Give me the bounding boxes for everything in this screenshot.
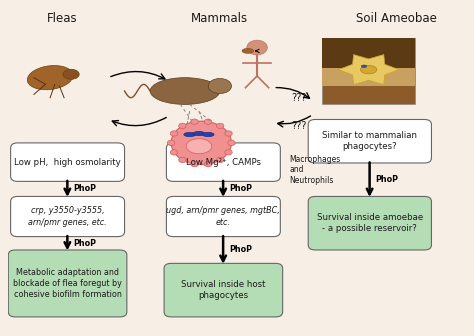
- Text: ???: ???: [291, 121, 307, 131]
- Circle shape: [204, 161, 212, 167]
- Circle shape: [217, 123, 224, 129]
- Ellipse shape: [27, 66, 73, 90]
- Circle shape: [225, 150, 232, 155]
- Ellipse shape: [242, 48, 254, 53]
- Circle shape: [247, 40, 267, 55]
- Ellipse shape: [361, 65, 367, 68]
- Circle shape: [228, 140, 235, 145]
- Ellipse shape: [186, 139, 212, 154]
- Text: Survival inside host
phagocytes: Survival inside host phagocytes: [181, 280, 265, 300]
- FancyBboxPatch shape: [166, 197, 280, 237]
- Ellipse shape: [63, 69, 79, 79]
- FancyBboxPatch shape: [164, 263, 283, 317]
- Text: PhoP: PhoP: [229, 184, 252, 194]
- Circle shape: [191, 119, 198, 124]
- Circle shape: [170, 150, 178, 155]
- FancyBboxPatch shape: [308, 120, 431, 163]
- Text: Macrophages
and
Neutrophils: Macrophages and Neutrophils: [290, 155, 341, 184]
- Text: Similar to mammalian
phagocytes?: Similar to mammalian phagocytes?: [322, 131, 417, 151]
- Circle shape: [191, 161, 198, 167]
- Polygon shape: [338, 54, 399, 85]
- Ellipse shape: [208, 79, 231, 93]
- FancyBboxPatch shape: [166, 143, 280, 181]
- Text: PhoP: PhoP: [73, 184, 96, 194]
- Ellipse shape: [171, 121, 231, 165]
- FancyBboxPatch shape: [322, 38, 415, 104]
- Text: Soil Ameobae: Soil Ameobae: [356, 12, 437, 26]
- Text: ugd, arn/pmr genes, mgtBC,
etc.: ugd, arn/pmr genes, mgtBC, etc.: [166, 206, 280, 226]
- Ellipse shape: [361, 66, 377, 74]
- Ellipse shape: [193, 131, 205, 136]
- FancyBboxPatch shape: [8, 250, 127, 317]
- Text: Fleas: Fleas: [46, 12, 77, 26]
- FancyBboxPatch shape: [322, 38, 415, 68]
- Text: PhoP: PhoP: [73, 239, 96, 248]
- Ellipse shape: [202, 132, 214, 137]
- FancyBboxPatch shape: [10, 197, 125, 237]
- Circle shape: [179, 123, 186, 129]
- Circle shape: [204, 119, 212, 124]
- Circle shape: [167, 140, 175, 145]
- Text: crp, y3550-y3555,
arn/pmr genes, etc.: crp, y3550-y3555, arn/pmr genes, etc.: [28, 206, 107, 226]
- Text: ???: ???: [291, 93, 307, 103]
- Text: Low Mg²⁺, CAMPs: Low Mg²⁺, CAMPs: [186, 158, 261, 167]
- Circle shape: [179, 157, 186, 163]
- Circle shape: [217, 157, 224, 163]
- Text: PhoP: PhoP: [376, 175, 399, 184]
- FancyBboxPatch shape: [308, 197, 431, 250]
- Text: Mammals: Mammals: [191, 12, 248, 26]
- Text: Low pH,  high osmolarity: Low pH, high osmolarity: [14, 158, 121, 167]
- Ellipse shape: [184, 132, 195, 137]
- Circle shape: [225, 131, 232, 136]
- FancyBboxPatch shape: [322, 68, 415, 86]
- FancyBboxPatch shape: [10, 143, 125, 181]
- Text: Survival inside amoebae
- a possible reservoir?: Survival inside amoebae - a possible res…: [317, 213, 423, 233]
- Text: Metabolic adaptation and
blockade of flea foregut by
cohesive biofilm formation: Metabolic adaptation and blockade of fle…: [13, 268, 122, 299]
- Text: PhoP: PhoP: [229, 246, 252, 254]
- Ellipse shape: [150, 78, 220, 104]
- Circle shape: [170, 131, 178, 136]
